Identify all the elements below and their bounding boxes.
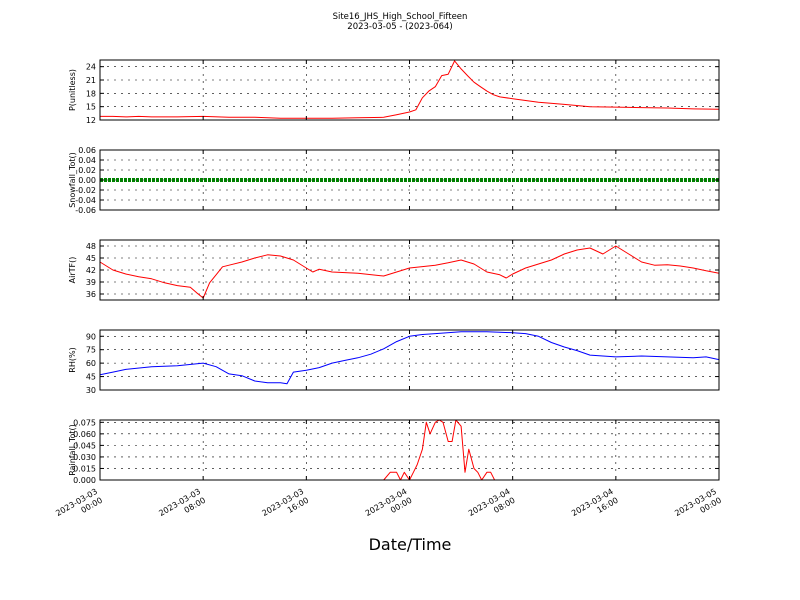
y-axis-label: P(unitless) [68, 69, 77, 111]
series-line-3 [99, 245, 720, 299]
x-tick-labels: 2023-03-0300:00 2023-03-0308:00 2023-03-03… [54, 487, 723, 527]
panel-5: 0.000 0.015 0.030 0.045 0.060 0.075Rainfall_T… [68, 418, 720, 485]
x-tick-label: 2023-03-0400:00 [364, 487, 414, 527]
y-tick-label: -0.06 [75, 206, 96, 215]
y-tick-label: 0.000 [73, 476, 96, 485]
y-tick-label: 0.06 [78, 146, 96, 155]
y-tick-label: 48 [86, 242, 96, 251]
y-axis-label: AirTF() [68, 257, 77, 284]
y-tick-label: 39 [86, 278, 96, 287]
y-tick-label: 0.015 [73, 464, 96, 473]
y-tick-label: 45 [86, 254, 96, 263]
y-tick-label: 21 [86, 76, 96, 85]
y-tick-label: 36 [86, 290, 96, 299]
series-line-1 [100, 60, 720, 119]
series-line-4 [99, 331, 720, 385]
y-tick-label: 0.060 [73, 430, 96, 439]
y-tick-label: 90 [86, 332, 96, 341]
y-tick-label: 75 [86, 346, 96, 355]
x-tick-label: 2023-03-0300:00 [54, 487, 104, 527]
y-tick-label: 45 [86, 373, 96, 382]
y-tick-label: 0.00 [78, 176, 96, 185]
panels: 1215182124P(unitless)-0.06-0.04-0.020.00… [68, 59, 720, 485]
x-tick-label: 2023-03-0408:00 [467, 487, 517, 527]
y-axis-label: RH(%) [68, 347, 77, 372]
y-tick-label: 42 [86, 266, 96, 275]
panel-1: 12 15 18 21 24 P(unitless) [68, 59, 720, 125]
y-tick-label: 60 [86, 359, 96, 368]
y-tick-label: 15 [86, 103, 96, 112]
panel-3: 36 39 42 45 48 AirTF() [68, 239, 720, 301]
y-axis-label: Rainfall_Tot() [68, 424, 77, 476]
panel-2: -0.06-0.04-0.020.000.020.040.06Snowfall_… [68, 146, 720, 215]
series-line-5 [100, 419, 719, 481]
x-tick-label: 2023-03-0416:00 [570, 487, 620, 527]
x-axis-label: Date/Time [369, 535, 452, 554]
y-tick-label: -0.02 [75, 186, 96, 195]
y-tick-label: 0.04 [78, 156, 96, 165]
y-tick-label: -0.04 [75, 196, 96, 205]
x-tick-label: 2023-03-0316:00 [261, 487, 311, 527]
y-tick-label: 0.075 [73, 418, 96, 427]
y-tick-label: 0.045 [73, 441, 96, 450]
y-tick-label: 18 [86, 89, 96, 98]
x-tick-label: 2023-03-0308:00 [157, 487, 207, 527]
panel-4: 30 45 60 75 90 RH(%) [68, 329, 720, 395]
chart-title: Site16_JHS_High_School_Fifteen [333, 12, 468, 22]
y-tick-label: 12 [86, 116, 96, 125]
y-tick-label: 30 [86, 386, 96, 395]
y-axis-label: Snowfall_Tot() [68, 152, 77, 208]
y-tick-label: 0.030 [73, 453, 96, 462]
x-tick-label: 2023-03-0500:00 [673, 487, 723, 527]
chart-subtitle: 2023-03-05 - (2023-064) [347, 22, 452, 32]
y-tick-label: 24 [86, 63, 96, 72]
y-tick-label: 0.02 [78, 166, 96, 175]
